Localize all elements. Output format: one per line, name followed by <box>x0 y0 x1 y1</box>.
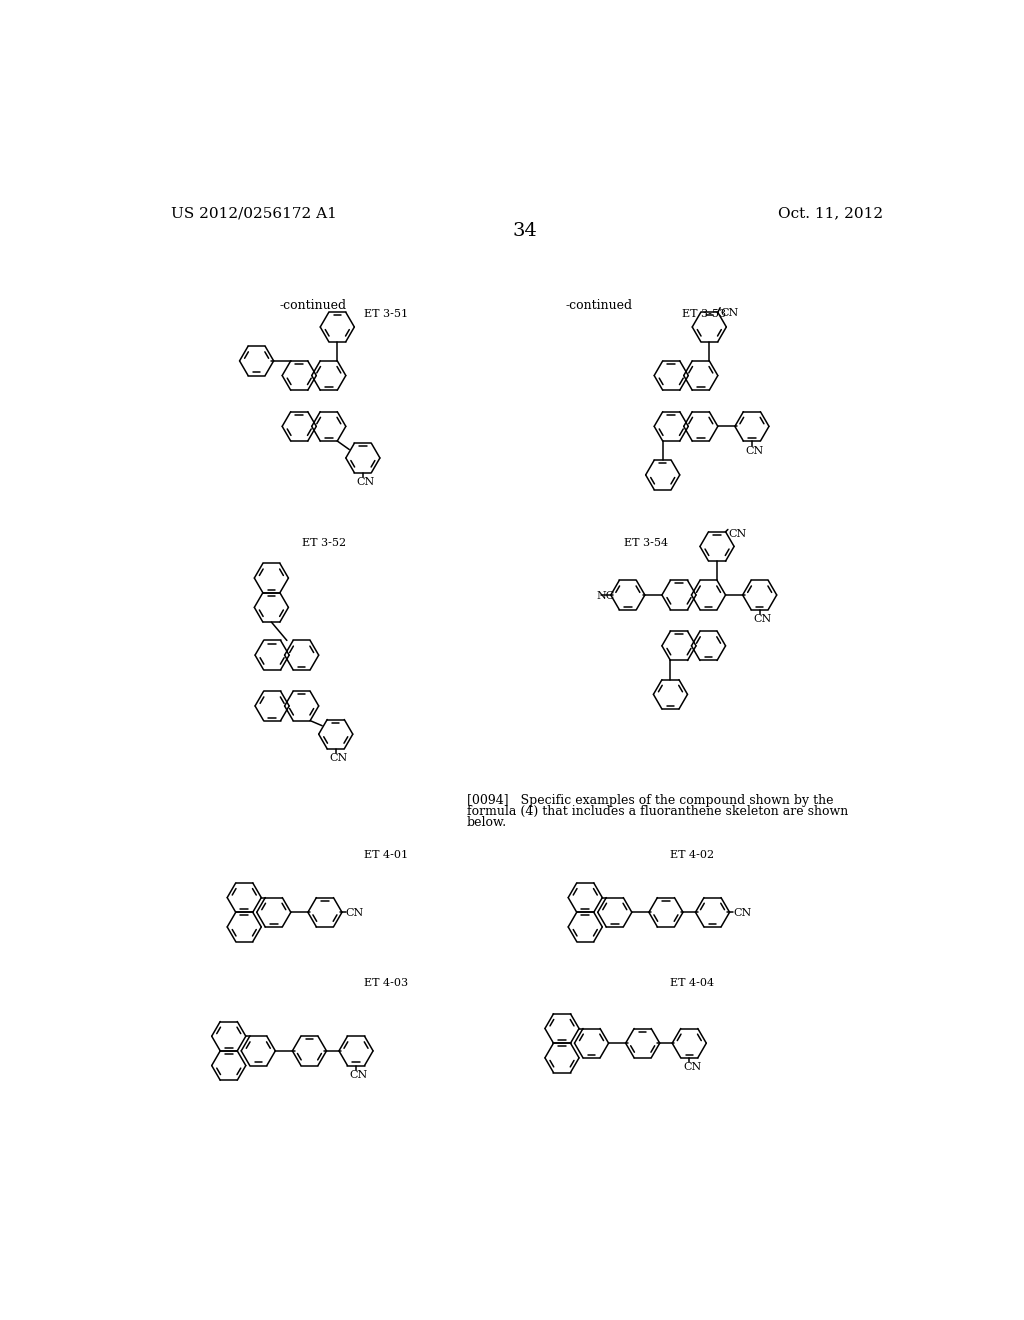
Text: Oct. 11, 2012: Oct. 11, 2012 <box>778 206 884 220</box>
Text: [0094]   Specific examples of the compound shown by the: [0094] Specific examples of the compound… <box>467 795 834 808</box>
Text: CN: CN <box>754 614 772 624</box>
Text: ET 3-53: ET 3-53 <box>682 309 726 319</box>
Text: ET 4-02: ET 4-02 <box>671 850 715 859</box>
Text: -continued: -continued <box>566 298 633 312</box>
Text: CN: CN <box>745 446 764 455</box>
Text: CN: CN <box>346 908 365 919</box>
Text: 34: 34 <box>512 222 538 239</box>
Text: US 2012/0256172 A1: US 2012/0256172 A1 <box>171 206 337 220</box>
Text: CN: CN <box>683 1063 701 1072</box>
Text: ET 3-54: ET 3-54 <box>624 539 668 548</box>
Text: ET 3-51: ET 3-51 <box>365 309 409 319</box>
Text: CN: CN <box>728 529 746 540</box>
Text: NC: NC <box>596 591 614 601</box>
Text: -continued: -continued <box>280 298 346 312</box>
Text: ET 3-52: ET 3-52 <box>302 539 346 548</box>
Text: below.: below. <box>467 816 507 829</box>
Text: ET 4-03: ET 4-03 <box>365 978 409 989</box>
Text: ET 4-01: ET 4-01 <box>365 850 409 859</box>
Text: CN: CN <box>330 754 348 763</box>
Text: ET 4-04: ET 4-04 <box>671 978 715 989</box>
Text: formula (4) that includes a fluoranthene skeleton are shown: formula (4) that includes a fluoranthene… <box>467 805 848 818</box>
Text: CN: CN <box>350 1071 368 1080</box>
Text: CN: CN <box>356 478 375 487</box>
Text: CN: CN <box>720 308 738 318</box>
Text: CN: CN <box>733 908 752 919</box>
